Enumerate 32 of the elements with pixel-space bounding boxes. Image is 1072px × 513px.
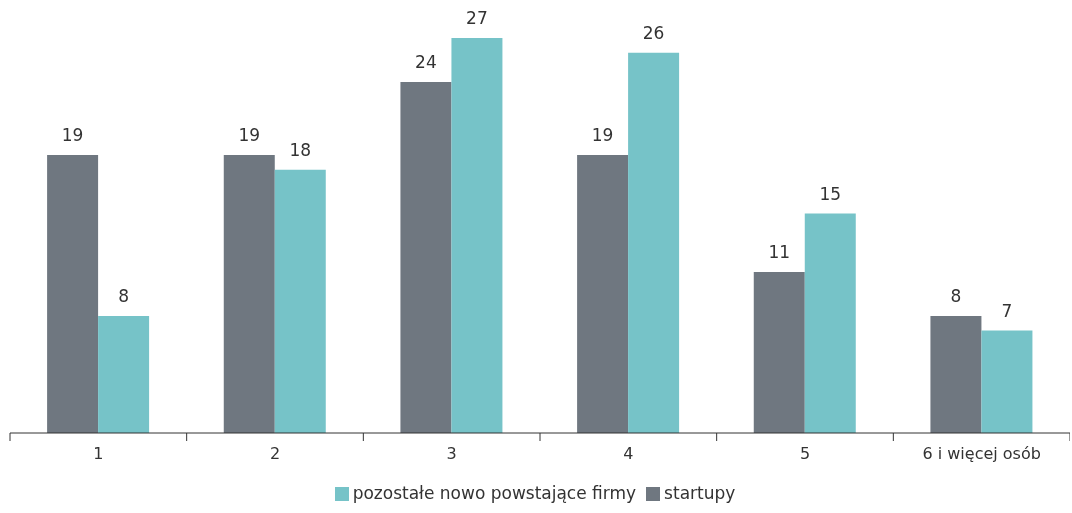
x-tick-label: 5 bbox=[799, 444, 811, 463]
data-label: 8 bbox=[118, 285, 130, 306]
data-label: 19 bbox=[238, 125, 261, 146]
bar bbox=[47, 155, 99, 433]
bar bbox=[628, 52, 680, 433]
legend-label: startupy bbox=[664, 483, 736, 503]
data-label: 19 bbox=[61, 125, 84, 146]
bar bbox=[400, 81, 452, 433]
data-label: 8 bbox=[950, 285, 962, 306]
x-tick-label: 6 i więcej osób bbox=[922, 444, 1041, 463]
data-label: 27 bbox=[466, 8, 488, 28]
bar bbox=[577, 155, 629, 433]
bar bbox=[981, 330, 1033, 433]
data-label: 18 bbox=[289, 139, 312, 160]
data-label: 19 bbox=[591, 125, 614, 146]
bar bbox=[98, 315, 150, 433]
x-tick-label: 3 bbox=[446, 444, 457, 463]
data-label: 7 bbox=[1001, 300, 1013, 321]
x-tick-label: 1 bbox=[93, 444, 104, 463]
bar bbox=[753, 272, 805, 433]
legend-label: pozostałe nowo powstające firmy bbox=[352, 483, 637, 503]
bar bbox=[451, 38, 503, 433]
bar bbox=[930, 315, 982, 433]
data-label: 24 bbox=[415, 51, 437, 72]
data-label: 11 bbox=[768, 242, 791, 263]
x-tick-label: 2 bbox=[269, 444, 281, 463]
bar bbox=[223, 155, 275, 433]
data-label: 26 bbox=[642, 22, 665, 43]
x-tick-label: 4 bbox=[623, 444, 634, 463]
data-label: 15 bbox=[819, 183, 842, 204]
bar bbox=[804, 213, 856, 433]
bar bbox=[274, 169, 326, 433]
